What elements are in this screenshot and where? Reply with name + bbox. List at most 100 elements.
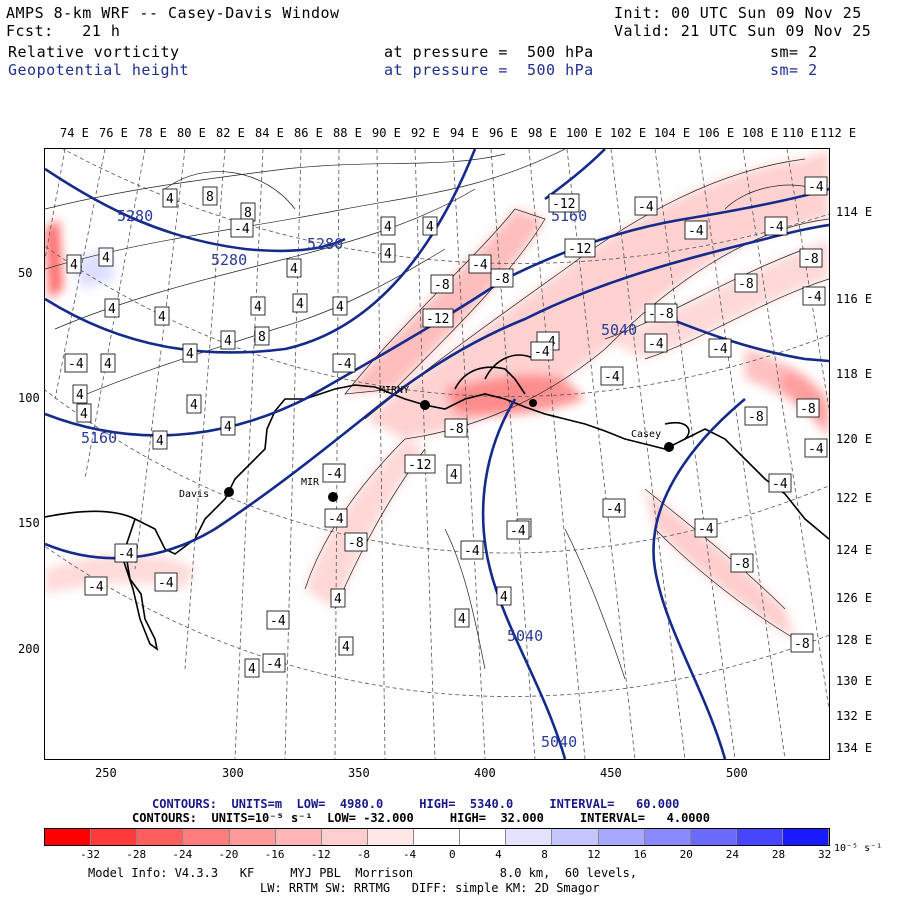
svg-text:4: 4 bbox=[342, 640, 350, 655]
svg-text:4: 4 bbox=[336, 300, 344, 315]
colorbar-swatch bbox=[367, 829, 414, 845]
vorticity-label-negative: -8 bbox=[744, 406, 768, 426]
colorbar-swatch bbox=[506, 829, 553, 845]
svg-text:-8: -8 bbox=[803, 252, 819, 267]
lon-label-top: 90 E bbox=[372, 126, 401, 140]
lon-label-top: 76 E bbox=[99, 126, 128, 140]
vorticity-label-negative: -4 bbox=[506, 520, 530, 540]
vorticity-label-positive: 4 bbox=[446, 464, 462, 484]
vorticity-label-positive: 4 bbox=[104, 298, 120, 318]
svg-text:4: 4 bbox=[102, 251, 110, 266]
lon-label-top: 92 E bbox=[411, 126, 440, 140]
colorbar-tick-label: 16 bbox=[633, 848, 647, 861]
colorbar-tick-label: -24 bbox=[172, 848, 193, 861]
svg-text:4: 4 bbox=[254, 300, 262, 315]
vorticity-label-positive: 8 bbox=[254, 326, 270, 346]
vorticity-label-negative: -4 bbox=[684, 220, 708, 240]
colorbar-units: 10⁻⁵ s⁻¹ bbox=[834, 843, 883, 854]
svg-text:-8: -8 bbox=[800, 402, 816, 417]
height-contour-5040 bbox=[652, 398, 746, 759]
svg-text:-4: -4 bbox=[336, 357, 352, 372]
vorticity-label-positive: 4 bbox=[220, 330, 236, 350]
colorbar-tick-label: 20 bbox=[679, 848, 693, 861]
vorticity-label-negative: -4 bbox=[114, 543, 138, 563]
vorticity-label-positive: 4 bbox=[72, 384, 88, 404]
station-dot-extra bbox=[529, 399, 537, 407]
height-contour-5160 bbox=[45, 187, 829, 437]
svg-text:-4: -4 bbox=[712, 342, 728, 357]
svg-text:-8: -8 bbox=[738, 277, 754, 292]
vorticity-label-negative: -4 bbox=[802, 286, 826, 306]
vorticity-contour-info: CONTOURS: UNITS=10⁻⁵ s⁻¹ LOW= -32.000 HI… bbox=[132, 811, 710, 825]
lon-label-top: 112 E bbox=[820, 126, 857, 140]
svg-text:-8: -8 bbox=[794, 637, 810, 652]
lon-label-top: 102 E bbox=[610, 126, 647, 140]
svg-text:4: 4 bbox=[224, 334, 232, 349]
colorbar-swatch bbox=[229, 829, 276, 845]
svg-text:4: 4 bbox=[500, 590, 508, 605]
height-label: 5280 bbox=[307, 235, 343, 253]
y-tick-label: 200 bbox=[18, 642, 40, 656]
vorticity-label-negative: -4 bbox=[634, 196, 658, 216]
svg-text:-4: -4 bbox=[606, 502, 622, 517]
svg-text:-12: -12 bbox=[552, 197, 575, 212]
height-label: 5040 bbox=[507, 627, 543, 645]
svg-text:4: 4 bbox=[426, 220, 434, 235]
vorticity-label-negative: -8 bbox=[430, 274, 454, 294]
vorticity-label-negative: -4 bbox=[804, 176, 828, 196]
svg-text:-8: -8 bbox=[748, 410, 764, 425]
vorticity-label-positive: 4 bbox=[220, 416, 236, 436]
lon-label-top: 74 E bbox=[60, 126, 89, 140]
field1-smoothing: sm= 2 bbox=[770, 43, 818, 61]
vorticity-label-positive: 4 bbox=[182, 343, 198, 363]
svg-text:-4: -4 bbox=[768, 220, 784, 235]
lon-label-top: 108 E bbox=[742, 126, 779, 140]
vorticity-label-negative: -4 bbox=[84, 576, 108, 596]
svg-text:4: 4 bbox=[190, 398, 198, 413]
vorticity-label-negative: -4 bbox=[804, 438, 828, 458]
vorticity-label-positive: 4 bbox=[422, 216, 438, 236]
forecast-hour: Fcst: 21 h bbox=[6, 22, 121, 40]
valid-time: Valid: 21 UTC Sun 09 Nov 25 bbox=[614, 22, 872, 40]
svg-text:4: 4 bbox=[450, 468, 458, 483]
field2-level: at pressure = 500 hPa bbox=[384, 61, 594, 79]
colorbar-swatch bbox=[183, 829, 230, 845]
field2-smoothing: sm= 2 bbox=[770, 61, 818, 79]
height-contour-info: CONTOURS: UNITS=m LOW= 4980.0 HIGH= 5340… bbox=[152, 797, 680, 811]
svg-text:-4: -4 bbox=[68, 357, 84, 372]
svg-text:-4: -4 bbox=[772, 477, 788, 492]
colorbar-tick-label: -8 bbox=[356, 848, 371, 861]
lon-label-right: 120 E bbox=[836, 432, 873, 446]
colorbar-tick-label: 4 bbox=[495, 848, 502, 861]
vorticity-label-positive: 4 bbox=[76, 403, 92, 423]
colorbar-swatch bbox=[321, 829, 368, 845]
svg-text:4: 4 bbox=[384, 247, 392, 262]
vorticity-label-negative: -4 bbox=[262, 653, 286, 673]
lon-label-right: 116 E bbox=[836, 292, 873, 306]
svg-text:8: 8 bbox=[244, 206, 252, 221]
height-contour-5280 bbox=[45, 167, 346, 253]
vorticity-label-positive: 4 bbox=[100, 353, 116, 373]
svg-text:-4: -4 bbox=[648, 337, 664, 352]
vorticity-label-positive: 4 bbox=[454, 608, 470, 628]
svg-text:-8: -8 bbox=[734, 557, 750, 572]
vorticity-label-negative: -4 bbox=[644, 333, 668, 353]
svg-text:-4: -4 bbox=[472, 258, 488, 273]
svg-text:-4: -4 bbox=[808, 180, 824, 195]
map-panel[interactable]: MIRNY MIR Davis Casey 5280 5280 5280 516… bbox=[44, 148, 830, 760]
colorbar-tick-label: -12 bbox=[310, 848, 331, 861]
vorticity-label-negative: -4 bbox=[530, 341, 554, 361]
vorticity-label-negative: -8 bbox=[444, 418, 468, 438]
vorticity-label-negative: -8 bbox=[734, 273, 758, 293]
height-contour-5040 bbox=[481, 398, 567, 759]
vorticity-label-negative: -4 bbox=[468, 254, 492, 274]
lon-label-top: 78 E bbox=[138, 126, 167, 140]
vorticity-label-negative: -4 bbox=[266, 610, 290, 630]
vorticity-label-negative: -4 bbox=[708, 338, 732, 358]
svg-text:-4: -4 bbox=[806, 290, 822, 305]
colorbar-tick-label: -28 bbox=[126, 848, 147, 861]
vorticity-label-negative: -8 bbox=[344, 532, 368, 552]
svg-text:-12: -12 bbox=[426, 312, 449, 327]
vorticity-label-negative: -4 bbox=[764, 216, 788, 236]
vorticity-label-positive: 4 bbox=[244, 658, 260, 678]
